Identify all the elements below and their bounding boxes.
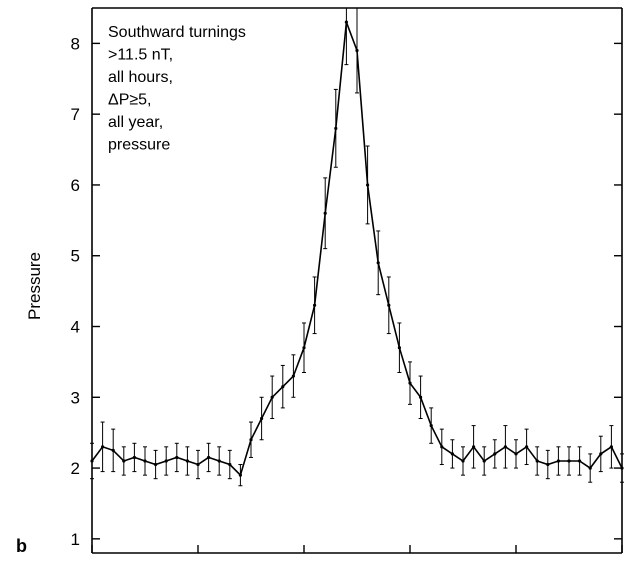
data-point (567, 459, 571, 463)
y-tick-label: 4 (71, 318, 80, 337)
y-axis-title: Pressure (25, 252, 44, 320)
data-point (376, 261, 380, 265)
data-point (493, 452, 497, 456)
data-point (207, 455, 211, 460)
data-point (334, 126, 338, 130)
data-point (514, 452, 518, 456)
y-tick-label: 7 (71, 105, 80, 124)
annotation-line: ΔP≥5, (108, 92, 151, 109)
y-tick-label: 2 (71, 459, 80, 478)
data-point (270, 395, 274, 399)
data-point (482, 459, 486, 463)
data-point (313, 303, 317, 307)
axis-ticks: 1 2 3 4 5 6 7 8 (71, 34, 623, 553)
data-point (132, 455, 136, 460)
annotation-line: Southward turnings (108, 24, 246, 41)
data-point (323, 211, 327, 215)
data-point (217, 459, 221, 463)
y-tick-label: 1 (71, 530, 80, 549)
annotation-box: Southward turnings >11.5 nT, all hours, ΔP≥… (108, 24, 246, 154)
annotation-line: pressure (108, 137, 170, 154)
data-point (111, 448, 115, 452)
data-point (472, 445, 476, 449)
data-series (90, 7, 624, 487)
data-point (90, 459, 94, 463)
data-point (164, 459, 168, 463)
data-point (249, 438, 253, 442)
data-point (620, 466, 624, 470)
data-point (122, 459, 126, 463)
data-point (387, 303, 391, 307)
data-point (101, 445, 105, 449)
data-point (228, 462, 232, 467)
annotation-line: all year, (108, 114, 163, 131)
data-point (599, 452, 603, 456)
data-point (260, 416, 264, 421)
data-point (185, 459, 189, 463)
data-point (238, 473, 242, 477)
data-point (556, 459, 561, 463)
data-point (461, 459, 465, 463)
y-tick-label: 8 (71, 34, 80, 53)
data-point (291, 374, 295, 378)
data-point (578, 459, 582, 463)
data-point (154, 462, 158, 467)
data-point (546, 462, 550, 467)
data-point (450, 452, 454, 456)
data-point (609, 445, 614, 449)
data-point (143, 459, 147, 463)
data-point (196, 462, 200, 467)
y-tick-label: 3 (71, 388, 80, 407)
data-point (408, 381, 412, 385)
data-point (588, 466, 592, 470)
data-point (344, 20, 348, 24)
data-point (525, 445, 529, 449)
y-tick-label: 6 (71, 176, 80, 195)
data-point (397, 346, 401, 350)
annotation-line: all hours, (108, 69, 173, 86)
data-point (503, 445, 507, 449)
data-point (440, 445, 444, 449)
data-point (366, 183, 370, 187)
data-point (281, 385, 285, 389)
data-point (355, 48, 359, 53)
data-point (175, 455, 179, 460)
panel-label: b (16, 536, 27, 556)
data-point (535, 459, 539, 463)
annotation-line: >11.5 nT, (108, 47, 173, 64)
y-tick-label: 5 (71, 247, 80, 266)
data-point (429, 423, 433, 428)
data-point (302, 346, 306, 350)
data-point (419, 395, 423, 399)
